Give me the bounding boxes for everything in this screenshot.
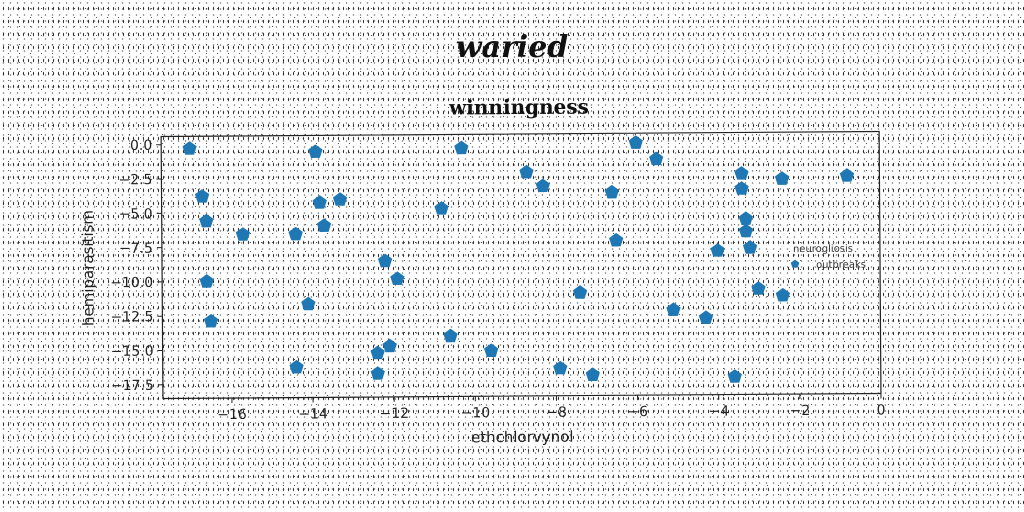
- data-point: [666, 302, 681, 316]
- data-point: [628, 135, 643, 149]
- data-point: [698, 310, 714, 325]
- data-point: [182, 141, 197, 155]
- y-tick-label: −10.0: [110, 275, 153, 291]
- y-tick-label: 0.0: [130, 138, 152, 154]
- y-axis-label: hemiparasitism: [79, 210, 98, 326]
- data-point: [308, 144, 323, 158]
- data-point: [839, 168, 855, 182]
- data-point: [390, 271, 405, 285]
- data-point: [727, 369, 742, 383]
- data-point: [316, 218, 332, 232]
- data-point: [443, 328, 458, 343]
- data-point: [572, 285, 588, 299]
- legend: neurogliosis outbreaks: [790, 244, 866, 271]
- page-title: waried: [455, 30, 569, 65]
- data-point: [332, 192, 348, 206]
- data-point: [604, 184, 619, 199]
- x-tick-label: −8: [546, 405, 567, 421]
- chart-title: winningness: [448, 95, 589, 120]
- data-point: [288, 226, 303, 241]
- data-point: [203, 313, 219, 328]
- data-point: [235, 227, 251, 241]
- data-point: [774, 171, 790, 185]
- plot-group: winningness −16 −14 −12 −10 −8 −6 −4 −2 0 0.0 −2.…: [79, 95, 886, 447]
- data-point: [751, 281, 766, 295]
- data-point: [585, 367, 600, 382]
- data-point: [377, 253, 393, 268]
- data-point: [199, 213, 214, 228]
- data-point: [301, 296, 316, 311]
- legend-entry-outbreaks: outbreaks: [816, 260, 866, 271]
- data-point: [289, 359, 304, 374]
- data-point: [649, 151, 664, 166]
- data-point: [434, 201, 449, 215]
- data-point: [734, 181, 749, 195]
- data-point: [370, 345, 385, 360]
- x-tick-label: −16: [217, 407, 247, 423]
- data-point: [484, 343, 499, 358]
- data-point: [775, 287, 791, 302]
- y-tick-label: −12.5: [110, 309, 153, 325]
- y-tick-label: −5.0: [119, 206, 153, 222]
- x-tick-label: −2: [790, 403, 811, 419]
- data-point: [710, 243, 725, 257]
- data-point: [312, 195, 327, 209]
- data-point: [370, 366, 385, 380]
- plot-frame: [160, 130, 882, 400]
- data-point: [738, 223, 754, 238]
- y-tick-label: −15.0: [111, 344, 154, 360]
- legend-marker: [790, 259, 800, 268]
- x-axis: −16 −14 −12 −10 −8 −6 −4 −2 0: [217, 393, 886, 423]
- legend-entry-neurogliosis: neurogliosis: [793, 244, 853, 255]
- y-tick-label: −17.5: [111, 378, 154, 394]
- data-points: [182, 135, 855, 383]
- x-tick-label: −4: [708, 404, 729, 420]
- x-tick-label: −12: [379, 406, 409, 422]
- y-axis: 0.0 −2.5 −5.0 −7.5 −10.0 −12.5 −15.0 −17.5: [110, 138, 163, 394]
- y-tick-label: −2.5: [118, 172, 152, 188]
- data-point: [199, 274, 214, 288]
- data-point: [738, 211, 754, 225]
- x-tick-label: 0: [877, 402, 886, 418]
- data-point: [535, 178, 550, 193]
- data-point: [553, 360, 568, 375]
- data-point: [194, 189, 210, 203]
- data-point: [519, 164, 534, 179]
- x-tick-label: −6: [627, 404, 648, 420]
- x-tick-label: −10: [461, 405, 491, 421]
- x-tick-label: −14: [298, 406, 328, 422]
- y-tick-label: −7.5: [119, 241, 153, 257]
- data-point: [734, 166, 749, 180]
- data-point: [609, 232, 624, 247]
- data-point: [743, 240, 758, 254]
- x-axis-label: ethchlorvynol: [471, 428, 574, 447]
- data-point: [454, 140, 469, 155]
- data-point: [382, 338, 397, 353]
